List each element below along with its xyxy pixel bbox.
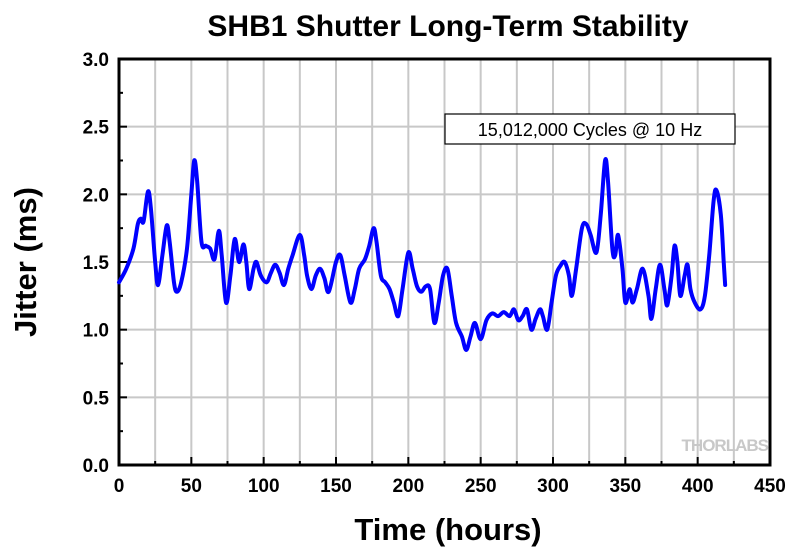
- x-axis-label: Time (hours): [354, 512, 541, 547]
- axis-ticks: 0 50 100 150 200 250 300 350 400 450 0.0 0.5 1.0 1.5 2…: [83, 50, 786, 497]
- x-tick-label: 200: [392, 476, 424, 497]
- y-tick-label: 1.5: [83, 253, 110, 274]
- x-tick-label: 0: [114, 476, 125, 497]
- chart-title: SHB1 Shutter Long-Term Stability: [207, 10, 688, 43]
- series-line-jitter: [117, 157, 728, 352]
- y-tick-label: 2.0: [83, 185, 109, 206]
- x-tick-label: 350: [609, 476, 641, 497]
- y-tick-label: 3.0: [83, 50, 109, 71]
- thorlabs-watermark: THORLABS: [682, 436, 769, 455]
- y-tick-label: 1.0: [83, 321, 109, 342]
- x-tick-label: 50: [181, 476, 202, 497]
- y-axis-label: Jitter (ms): [8, 187, 43, 337]
- x-tick-label: 150: [320, 476, 352, 497]
- x-tick-label: 450: [754, 476, 786, 497]
- x-tick-label: 400: [682, 476, 714, 497]
- y-tick-label: 2.5: [83, 118, 110, 139]
- x-tick-label: 250: [465, 476, 497, 497]
- x-tick-label: 300: [537, 476, 569, 497]
- y-tick-label: 0.0: [83, 456, 109, 477]
- x-tick-label: 100: [248, 476, 280, 497]
- annotation-box: 15,012,000 Cycles @ 10 Hz: [444, 113, 736, 145]
- y-tick-label: 0.5: [83, 388, 110, 409]
- annotation-text: 15,012,000 Cycles @ 10 Hz: [478, 120, 702, 140]
